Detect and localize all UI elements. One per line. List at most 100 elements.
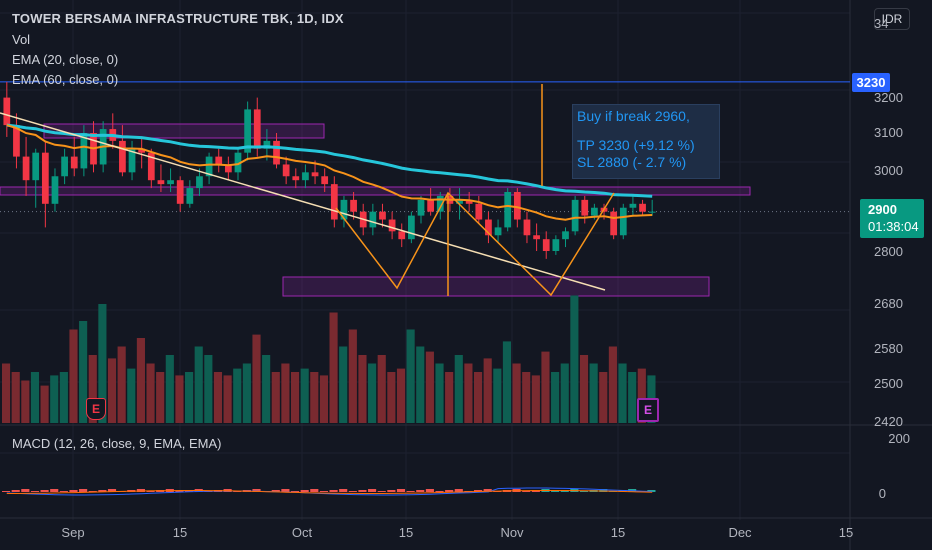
price-tick: 3100 bbox=[874, 125, 903, 140]
macd-histogram-bar bbox=[435, 491, 444, 492]
volume-bar bbox=[30, 372, 40, 423]
candle-body bbox=[311, 172, 319, 177]
note-line: SL 2880 (- 2.7 %) bbox=[577, 154, 687, 170]
earnings-icon[interactable]: E bbox=[86, 398, 106, 420]
candle-body bbox=[552, 239, 560, 251]
trade-note[interactable]: Buy if break 2960, TP 3230 (+9.12 %) SL … bbox=[572, 104, 720, 179]
macd-histogram-bar bbox=[396, 489, 406, 492]
macd-histogram-bar bbox=[377, 491, 386, 492]
candle-body bbox=[330, 184, 338, 220]
note-line: Buy if break 2960, bbox=[577, 108, 690, 124]
current-price-badge: 2900 01:38:04 bbox=[860, 199, 924, 238]
macd-histogram-bar bbox=[59, 491, 68, 492]
volume-bar bbox=[560, 363, 569, 423]
candle-body bbox=[138, 148, 146, 153]
macd-histogram-bar bbox=[146, 491, 155, 492]
volume-bar bbox=[271, 372, 280, 423]
volume-bar bbox=[579, 355, 589, 423]
candle-body bbox=[167, 180, 174, 185]
macd-histogram-bar bbox=[406, 491, 415, 492]
volume-bar bbox=[262, 355, 271, 423]
candle-body bbox=[465, 199, 473, 204]
volume-bar bbox=[185, 372, 194, 423]
candle-body bbox=[292, 176, 300, 181]
candle-body bbox=[176, 180, 184, 204]
volume-bar bbox=[406, 329, 415, 423]
target-price-badge: 3230 bbox=[852, 73, 890, 92]
price-tick: 2500 bbox=[874, 376, 903, 391]
volume-bar bbox=[310, 372, 319, 423]
volume-bar bbox=[483, 358, 492, 423]
macd-histogram-bar bbox=[136, 489, 145, 492]
macd-histogram-bar bbox=[579, 491, 589, 492]
candle-body bbox=[629, 203, 637, 208]
macd-histogram-bar bbox=[175, 491, 184, 492]
price-tick: 3200 bbox=[874, 90, 903, 105]
macd-histogram-bar bbox=[88, 491, 97, 492]
candle-body bbox=[32, 152, 40, 181]
candle-body bbox=[388, 219, 396, 232]
candle-body bbox=[244, 109, 251, 153]
volume-bar bbox=[233, 368, 242, 423]
volume-bar bbox=[59, 372, 68, 423]
candle-body bbox=[51, 176, 59, 204]
date-tick: 15 bbox=[398, 525, 414, 540]
price-tick: 2680 bbox=[874, 296, 903, 311]
currency-button[interactable]: IDR bbox=[874, 8, 910, 30]
candle-body bbox=[639, 203, 646, 212]
candle-body bbox=[436, 195, 444, 212]
macd-tick: 200 bbox=[888, 431, 910, 446]
volume-bar bbox=[156, 372, 165, 423]
volume-bar bbox=[473, 372, 483, 423]
candle-body bbox=[147, 152, 155, 181]
macd-histogram-bar bbox=[252, 489, 261, 492]
volume-bar bbox=[531, 375, 540, 423]
date-tick: Sep bbox=[61, 525, 85, 540]
candle-body bbox=[273, 140, 280, 165]
macd-histogram-bar bbox=[281, 489, 290, 492]
price-tick: 2580 bbox=[874, 341, 903, 356]
macd-histogram-bar bbox=[368, 489, 377, 492]
earnings-icon[interactable]: E bbox=[637, 398, 659, 422]
date-tick: Dec bbox=[728, 525, 752, 540]
candle-body bbox=[427, 199, 435, 212]
volume-bar bbox=[416, 346, 425, 423]
candle-body bbox=[215, 156, 223, 165]
macd-histogram-bar bbox=[425, 489, 434, 492]
volume-bar bbox=[445, 372, 454, 423]
volume-bar bbox=[213, 372, 223, 423]
macd-histogram-bar bbox=[271, 490, 280, 492]
candle-body bbox=[234, 152, 242, 173]
volume-bar bbox=[204, 355, 213, 423]
candle-body bbox=[253, 109, 261, 149]
bar-countdown: 01:38:04 bbox=[868, 219, 919, 234]
ema20-legend[interactable]: EMA (20, close, 0) bbox=[12, 52, 119, 67]
support-resistance-zone bbox=[0, 186, 751, 196]
candle-body bbox=[340, 199, 348, 220]
macd-histogram-bar bbox=[416, 490, 425, 492]
volume-legend[interactable]: Vol bbox=[12, 32, 31, 47]
candle-body bbox=[504, 192, 512, 228]
price-tick: 2800 bbox=[874, 244, 903, 259]
macd-histogram-bar bbox=[445, 490, 454, 492]
candle-body bbox=[196, 176, 203, 189]
candle-body bbox=[13, 125, 20, 157]
date-tick: 15 bbox=[172, 525, 188, 540]
volume-bar bbox=[522, 372, 531, 423]
macd-histogram-bar bbox=[599, 489, 608, 492]
volume-bar bbox=[40, 385, 49, 423]
date-tick: Oct bbox=[291, 525, 313, 540]
ema60-legend[interactable]: EMA (60, close, 0) bbox=[12, 72, 119, 87]
candle-body bbox=[321, 176, 329, 185]
volume-bar bbox=[454, 355, 463, 423]
volume-bar bbox=[628, 372, 637, 423]
macd-legend[interactable]: MACD (12, 26, close, 9, EMA, EMA) bbox=[12, 436, 222, 451]
volume-bar bbox=[589, 363, 598, 423]
candle-body bbox=[648, 211, 656, 213]
volume-bar bbox=[281, 363, 290, 423]
candle-body bbox=[119, 140, 126, 173]
macd-histogram-bar bbox=[40, 490, 49, 492]
volume-bar bbox=[98, 304, 107, 423]
candle-body bbox=[562, 231, 569, 240]
